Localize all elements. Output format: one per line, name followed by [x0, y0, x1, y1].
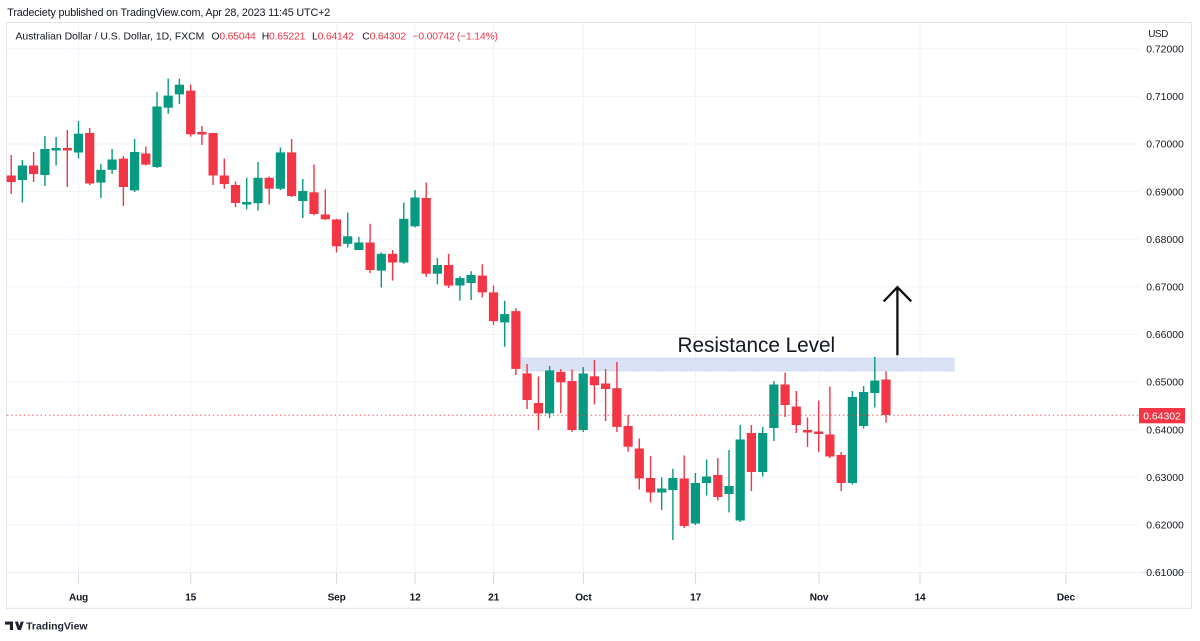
svg-text:Sep: Sep [328, 593, 346, 604]
svg-text:17: 17 [690, 593, 701, 604]
svg-text:Australian Dollar / U.S. Dolla: Australian Dollar / U.S. Dollar, 1D, FXC… [16, 32, 205, 43]
svg-text:Tradeciety published on Tradin: Tradeciety published on TradingView.com,… [7, 7, 330, 19]
svg-text:14: 14 [915, 593, 926, 604]
svg-text:0.66000: 0.66000 [1146, 330, 1184, 341]
svg-text:0.72000: 0.72000 [1146, 45, 1184, 56]
svg-text:TradingView: TradingView [26, 621, 88, 633]
svg-text:15: 15 [185, 593, 196, 604]
svg-text:Nov: Nov [810, 593, 829, 604]
svg-text:0.61000: 0.61000 [1146, 568, 1184, 579]
svg-text:0.63000: 0.63000 [1146, 473, 1184, 484]
svg-text:0.64302: 0.64302 [1143, 411, 1181, 422]
svg-text:12: 12 [410, 593, 421, 604]
svg-text:0.67000: 0.67000 [1146, 283, 1184, 294]
svg-text:0.69000: 0.69000 [1146, 187, 1184, 198]
svg-text:Oct: Oct [575, 593, 592, 604]
svg-text:0.62000: 0.62000 [1146, 521, 1184, 532]
svg-text:0.71000: 0.71000 [1146, 92, 1184, 103]
svg-text:0.65000: 0.65000 [1146, 378, 1184, 389]
svg-text:Resistance Level: Resistance Level [678, 334, 836, 357]
svg-text:Dec: Dec [1057, 593, 1076, 604]
svg-text:21: 21 [488, 593, 499, 604]
svg-text:0.68000: 0.68000 [1146, 235, 1184, 246]
svg-text:Aug: Aug [69, 593, 88, 604]
svg-text:0.64000: 0.64000 [1146, 425, 1184, 436]
svg-text:USD: USD [1148, 29, 1168, 40]
svg-text:0.70000: 0.70000 [1146, 140, 1184, 151]
